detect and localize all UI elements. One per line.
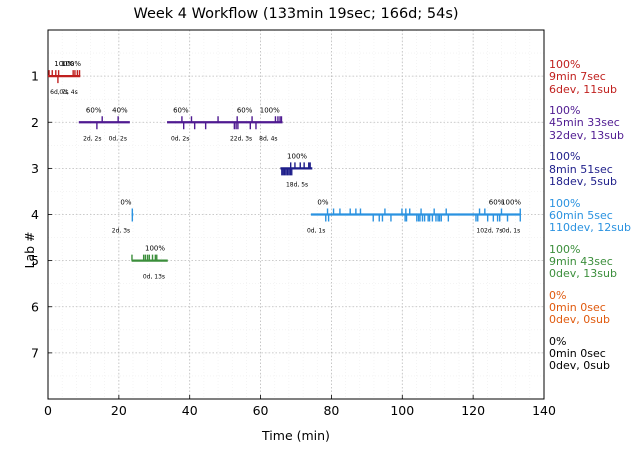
lab-summary-line: 0% — [549, 334, 567, 348]
lab-4-percent-label: 100% — [501, 199, 521, 207]
lab-summary-line: 6dev, 11sub — [549, 82, 617, 96]
x-tick-label: 40 — [182, 403, 198, 418]
chart-title: Week 4 Workflow (133min 19sec; 166d; 54s… — [133, 6, 459, 22]
y-tick-label: 1 — [31, 69, 39, 84]
lab-4-detail-label: 102d, 7s — [476, 228, 502, 235]
lab-summary-line: 0% — [549, 288, 567, 302]
lab-summary-line: 60min 5sec — [549, 208, 613, 222]
x-tick-label: 20 — [111, 403, 127, 418]
lab-2-percent-label: 100% — [260, 106, 280, 114]
lab-6-summary: 0% 0min 0sec 0dev, 0sub — [549, 288, 610, 327]
lab-1-detail-label: 0d, 4s — [59, 89, 77, 96]
y-tick-label: 5 — [31, 253, 39, 268]
lab-summary-line: 18dev, 5sub — [549, 174, 617, 188]
lab-summary-line: 100% — [549, 242, 581, 256]
lab-summary-line: 0min 0sec — [549, 347, 606, 361]
lab-3-summary: 100% 8min 51sec 18dev, 5sub — [549, 151, 617, 188]
lab-2-detail-label: 0d, 2s — [171, 135, 189, 142]
lab-3-percent-label: 100% — [287, 152, 307, 160]
lab-summary-line: 9min 43sec — [549, 254, 613, 268]
y-tick-label: 4 — [31, 207, 39, 222]
lab-1-percent-label: 100% — [54, 60, 74, 68]
y-tick-label: 3 — [31, 161, 39, 176]
lab-4-detail-label: 2d, 3s — [112, 228, 130, 235]
lab-4-percent-label: 0% — [120, 199, 131, 207]
x-tick-label: 60 — [253, 403, 269, 418]
x-tick-label: 140 — [532, 403, 556, 418]
y-axis-label: Lab # — [22, 231, 37, 269]
lab-4-percent-label: 0% — [317, 199, 328, 207]
y-tick-label: 6 — [31, 299, 39, 314]
lab-2-percent-label: 60% — [237, 106, 253, 114]
lab-2-percent-label: 40% — [112, 106, 128, 114]
lab-summary-line: 0min 0sec — [549, 300, 606, 314]
lab-summary-line: 100% — [549, 150, 581, 164]
lab-summary-line: 100% — [549, 196, 581, 210]
lab-summary-line: 8min 51sec — [549, 162, 613, 176]
lab-summary-line: 32dev, 13sub — [549, 128, 624, 142]
lab-4-summary: 100% 60min 5sec 110dev, 12sub — [549, 196, 631, 235]
lab-1-summary: 100% 9min 7sec 6dev, 11sub — [549, 58, 617, 96]
y-tick-label: 7 — [31, 345, 39, 360]
x-tick-label: 100 — [390, 403, 414, 418]
lab-1-detail-label: 6d, 7s — [50, 89, 68, 96]
lab-4-detail-label: 0d, 1s — [502, 228, 520, 235]
lab-2-detail-label: 0d, 2s — [109, 135, 127, 142]
lab-summary-line: 0dev, 13sub — [549, 267, 617, 281]
x-axis-label: Time (min) — [262, 428, 330, 443]
lab-1-percent-label: 100% — [61, 60, 81, 68]
lab-summary-line: 100% — [549, 58, 581, 72]
lab-summary-line: 0dev, 0sub — [549, 313, 610, 327]
lab-2-percent-label: 60% — [173, 106, 189, 114]
lab-2-summary: 100% 45min 33sec 32dev, 13sub — [549, 105, 624, 142]
lab-5-summary: 100% 9min 43sec 0dev, 13sub — [549, 242, 617, 281]
lab-summary-line: 0dev, 0sub — [549, 359, 610, 373]
lab-7-summary: 0% 0min 0sec 0dev, 0sub — [549, 334, 610, 373]
lab-summary-line: 45min 33sec — [549, 116, 620, 130]
x-tick-label: 120 — [461, 403, 485, 418]
lab-5-percent-label: 100% — [145, 245, 165, 253]
lab-summary-line: 100% — [549, 104, 581, 118]
lab-5-detail-label: 0d, 13s — [143, 274, 165, 281]
x-tick-label: 0 — [44, 403, 52, 418]
lab-summary-line: 110dev, 12sub — [549, 220, 631, 234]
lab-2-detail-label: 22d, 3s — [230, 135, 252, 142]
x-tick-label: 80 — [323, 403, 339, 418]
lab-2-detail-label: 2d, 2s — [83, 135, 101, 142]
lab-4-detail-label: 0d, 1s — [307, 228, 325, 235]
lab-2-detail-label: 8d, 4s — [259, 135, 277, 142]
lab-2-percent-label: 60% — [86, 106, 102, 114]
lab-3-detail-label: 18d, 5s — [286, 181, 308, 188]
lab-4-percent-label: 60% — [489, 199, 505, 207]
y-tick-label: 2 — [31, 115, 39, 130]
lab-summary-line: 9min 7sec — [549, 70, 606, 84]
